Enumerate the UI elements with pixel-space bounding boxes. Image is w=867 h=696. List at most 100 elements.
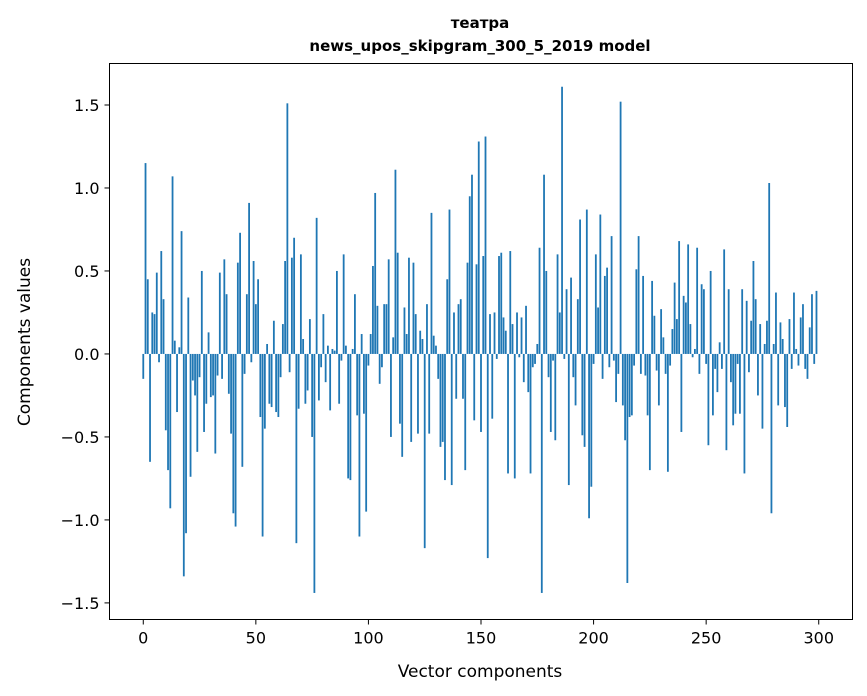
bar [543, 174, 545, 354]
bar [574, 353, 577, 406]
bar [786, 353, 789, 427]
bar [277, 353, 280, 418]
bar [806, 353, 809, 379]
x-axis-ticks: 0 50 100 150 200 250 300 [138, 619, 834, 648]
bar [761, 353, 764, 429]
bar [705, 353, 708, 364]
bar [509, 251, 512, 354]
x-tick-label: 0 [138, 629, 148, 648]
bar [160, 251, 163, 354]
bar [329, 353, 332, 411]
y-tick-label: 1.0 [74, 179, 99, 198]
bar [583, 353, 586, 447]
bar [784, 353, 786, 408]
bar [423, 353, 426, 549]
bar [538, 247, 541, 354]
bar [212, 353, 214, 396]
bar [763, 343, 766, 354]
bar [441, 353, 444, 442]
bar [633, 353, 635, 366]
bar [284, 261, 287, 354]
bar [567, 353, 570, 486]
chart-title: театра [451, 14, 510, 32]
bar [581, 353, 584, 436]
bar [286, 103, 289, 354]
bar [808, 327, 811, 354]
bar [363, 353, 365, 414]
bar [306, 353, 309, 391]
bar [230, 353, 232, 434]
bar [234, 353, 237, 527]
bar [730, 353, 732, 383]
bar [741, 289, 744, 354]
bar [475, 264, 478, 354]
bar [155, 272, 158, 354]
bar [144, 163, 147, 354]
bar [813, 353, 816, 364]
bar [464, 353, 467, 471]
bar [320, 353, 323, 368]
bar [675, 319, 678, 354]
y-tick-label: −1.0 [61, 511, 100, 530]
bar [732, 353, 735, 426]
bar [336, 270, 338, 354]
bar [666, 353, 669, 472]
bar [606, 267, 608, 354]
plot-frame [109, 63, 853, 620]
bar [739, 353, 741, 414]
bar [187, 297, 190, 354]
bar [662, 337, 665, 354]
bar [191, 353, 194, 381]
bar [333, 350, 336, 354]
bar [189, 353, 192, 477]
bar [167, 353, 169, 471]
bar [259, 353, 262, 418]
bar [250, 353, 253, 363]
bar [664, 353, 667, 374]
x-tick-label: 200 [578, 629, 609, 648]
bar [403, 307, 406, 354]
bar [205, 353, 208, 404]
bar [703, 289, 705, 354]
bar [477, 141, 480, 354]
bar [504, 330, 507, 354]
bar [621, 353, 624, 406]
bar [804, 353, 807, 369]
bar [495, 353, 498, 359]
bar [547, 353, 550, 378]
bar [302, 339, 305, 354]
bar [324, 353, 327, 383]
bar [295, 353, 298, 544]
bar [288, 353, 291, 373]
bar [802, 304, 804, 354]
bar [513, 353, 516, 479]
bar [279, 353, 282, 378]
bar [612, 353, 615, 361]
bar [453, 312, 455, 354]
bar [356, 353, 359, 416]
bar [712, 353, 714, 416]
bar [608, 353, 611, 368]
bar [545, 270, 548, 354]
bar [594, 254, 597, 354]
bar [768, 183, 771, 354]
bar [245, 294, 248, 354]
bar [498, 256, 500, 354]
bar [561, 86, 563, 354]
bar [236, 262, 239, 354]
bar [788, 319, 791, 354]
bar [196, 353, 199, 452]
bar [646, 353, 649, 416]
bar [687, 244, 690, 354]
bar [489, 314, 491, 354]
bar [338, 353, 341, 404]
bar [214, 353, 217, 454]
bar [223, 259, 226, 354]
bar [311, 353, 314, 437]
bar [752, 261, 755, 354]
bar [759, 324, 762, 354]
x-tick-label: 300 [803, 629, 834, 648]
bar [410, 353, 413, 442]
bar [563, 353, 566, 359]
